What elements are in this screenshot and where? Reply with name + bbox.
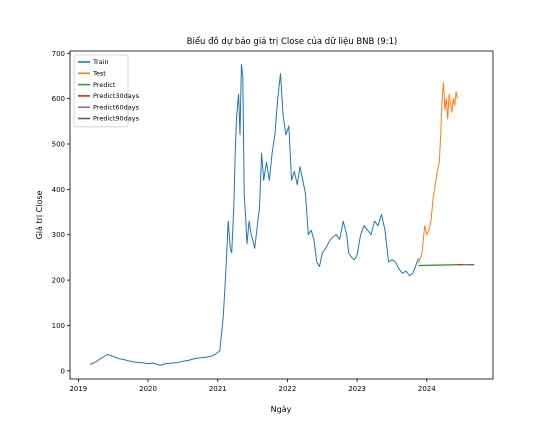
legend-label-test: Test [92,70,106,78]
x-axis-ticks: 2019 2020 2021 2022 2023 2024 [69,379,436,393]
y-tick-label: 500 [52,141,65,149]
legend: Train Test Predict Predict30days Predict60da… [73,54,140,128]
series-layer [89,64,475,366]
chart-title: Biểu đồ dự báo giá trị Close của dữ liệu… [187,36,398,47]
x-tick-label: 2021 [209,385,227,393]
legend-label-predict90days: Predict90days [93,115,140,123]
y-axis-label: Giá trị Close [35,191,45,240]
x-tick-label: 2024 [418,385,436,393]
y-tick-label: 600 [52,95,65,103]
legend-label-train: Train [92,58,109,66]
y-tick-label: 400 [52,186,65,194]
x-tick-label: 2020 [139,385,157,393]
x-tick-label: 2023 [348,385,366,393]
x-axis-label: Ngày [271,405,292,414]
legend-label-predict: Predict [93,81,116,89]
y-axis-ticks: 0 100 200 300 400 500 600 700 [52,50,70,375]
plot-area-frame [69,50,494,380]
legend-label-predict60days: Predict60days [93,103,140,111]
y-tick-label: 700 [52,50,65,58]
legend-label-predict30days: Predict30days [93,92,140,100]
series-line-test [417,82,458,264]
x-tick-label: 2019 [69,385,87,393]
y-tick-label: 200 [52,277,65,285]
series-line-train [89,64,419,366]
series-line-predict [418,264,458,267]
y-tick-label: 300 [52,231,65,239]
y-tick-label: 0 [61,367,65,375]
y-tick-label: 100 [52,322,65,330]
x-tick-label: 2022 [279,385,297,393]
